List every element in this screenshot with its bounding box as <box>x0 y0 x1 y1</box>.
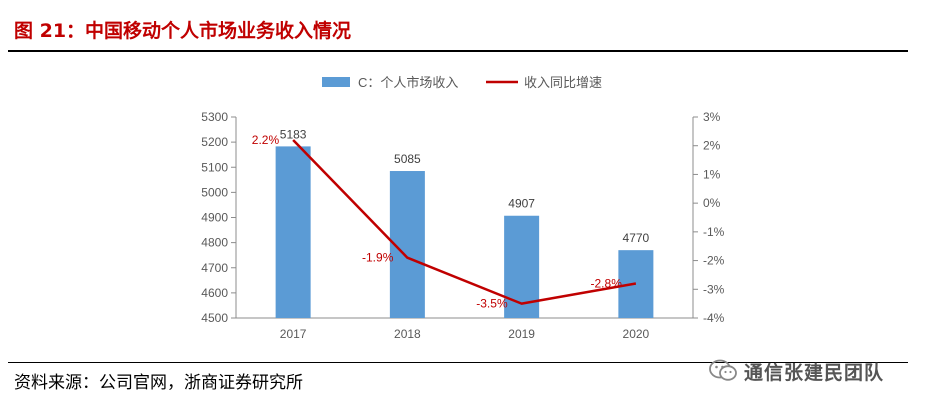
y-right-tick-label: -4% <box>703 311 725 325</box>
watermark-text: 通信张建民团队 <box>744 361 885 384</box>
figure-title: 图 21：中国移动个人市场业务收入情况 <box>14 20 352 42</box>
y-right-tick-label: -1% <box>703 225 725 239</box>
y-right-tick-label: 2% <box>703 139 721 153</box>
legend-line-label: 收入同比增速 <box>524 75 602 90</box>
line-data-label: 2.2% <box>252 133 280 147</box>
line-data-label: -2.8% <box>591 277 623 291</box>
y-right-tick-label: 3% <box>703 110 721 124</box>
chart-legend: C：个人市场收入 收入同比增速 <box>322 75 602 90</box>
y-left-tick-label: 5100 <box>201 160 228 174</box>
source-note: 资料来源：公司官网，浙商证券研究所 <box>14 373 303 393</box>
bar-data-label: 4770 <box>623 231 650 245</box>
x-tick-label: 2017 <box>280 327 307 341</box>
line-data-label: -3.5% <box>476 297 508 311</box>
line-data-label: -1.9% <box>362 251 394 265</box>
bar <box>275 146 311 318</box>
y-left-tick-label: 4900 <box>201 211 228 225</box>
y-left-tick-label: 5000 <box>201 185 228 199</box>
bar-data-label: 5085 <box>394 152 421 166</box>
chart-axes: 4500 4600 4700 4800 4900 5000 5100 5200 5300 -4% -… <box>201 110 724 341</box>
footer-divider <box>8 362 908 363</box>
title-divider <box>8 50 908 52</box>
wechat-icon <box>709 359 737 381</box>
y-right-tick-label: 1% <box>703 167 721 181</box>
y-left-tick-label: 4500 <box>201 311 228 325</box>
y-right-tick-label: 0% <box>703 196 721 210</box>
x-tick-label: 2019 <box>508 327 535 341</box>
legend-bar-label: C：个人市场收入 <box>358 75 458 90</box>
bar-data-label: 4907 <box>508 197 535 211</box>
y-left-tick-label: 4700 <box>201 261 228 275</box>
legend-bar-swatch <box>322 77 350 87</box>
x-tick-label: 2020 <box>623 327 650 341</box>
bar-data-label: 5183 <box>280 127 307 141</box>
y-right-tick-label: -3% <box>703 282 725 296</box>
growth-line <box>292 139 637 305</box>
y-left-tick-label: 5200 <box>201 135 228 149</box>
y-right-tick-label: -2% <box>703 254 725 268</box>
watermark: 通信张建民团队 <box>708 356 884 386</box>
x-tick-label: 2018 <box>394 327 421 341</box>
line-series: 2.2% -1.9% -3.5% -2.8% <box>252 133 637 311</box>
y-left-tick-label: 5300 <box>201 110 228 124</box>
y-left-tick-label: 4800 <box>201 236 228 250</box>
y-left-tick-label: 4600 <box>201 286 228 300</box>
chart: C：个人市场收入 收入同比增速 4500 4600 4700 4800 4900 5000… <box>201 75 724 341</box>
